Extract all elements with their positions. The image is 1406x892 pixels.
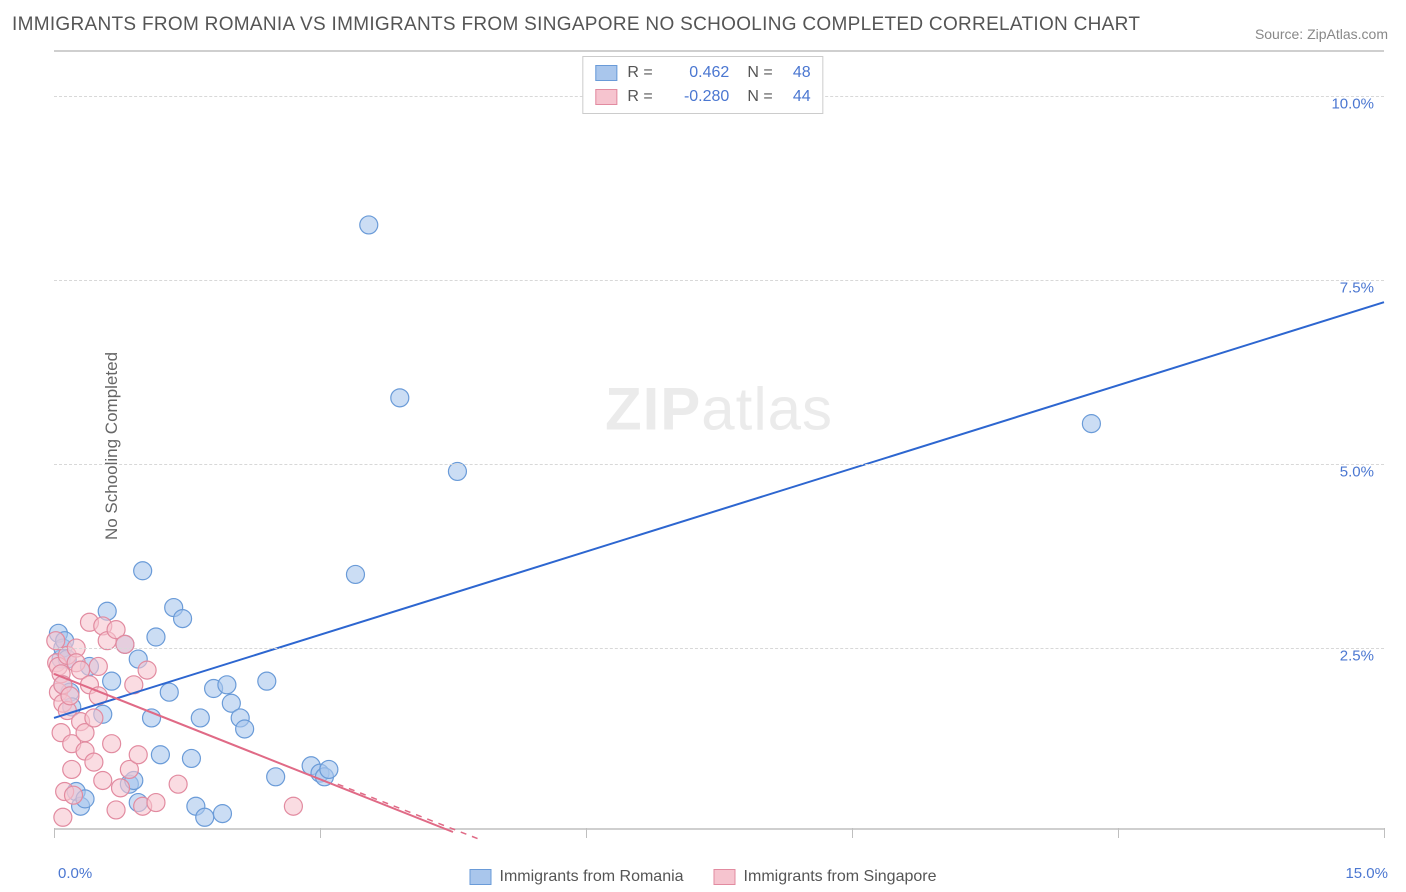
data-point <box>182 749 200 767</box>
data-point <box>94 771 112 789</box>
data-point <box>85 709 103 727</box>
data-point <box>448 462 466 480</box>
source-attribution: Source: ZipAtlas.com <box>1255 26 1388 42</box>
data-point <box>129 746 147 764</box>
legend-swatch <box>595 89 617 105</box>
grid-line <box>54 464 1384 465</box>
data-point <box>284 797 302 815</box>
data-point <box>160 683 178 701</box>
data-point <box>107 801 125 819</box>
data-point <box>89 657 107 675</box>
grid-line <box>54 648 1384 649</box>
data-point <box>236 720 254 738</box>
n-label: N = <box>747 88 772 106</box>
x-tick <box>1384 828 1385 838</box>
plot-area: ZIPatlas 2.5%5.0%7.5%10.0% <box>54 50 1384 830</box>
r-value: 0.462 <box>667 64 729 82</box>
r-label: R = <box>627 64 657 82</box>
data-point <box>191 709 209 727</box>
data-point <box>112 779 130 797</box>
data-point <box>174 610 192 628</box>
x-tick <box>1118 828 1119 838</box>
y-tick-label: 5.0% <box>1340 464 1374 481</box>
data-point <box>85 753 103 771</box>
legend-label: Immigrants from Singapore <box>744 868 937 886</box>
x-tick <box>586 828 587 838</box>
legend-swatch <box>714 869 736 885</box>
correlation-row: R = -0.280 N = 44 <box>595 85 810 109</box>
trend-line-extension <box>338 784 480 839</box>
correlation-legend: R = 0.462 N = 48 R = -0.280 N = 44 <box>582 56 823 114</box>
data-point <box>258 672 276 690</box>
n-value: 48 <box>783 64 811 82</box>
data-point <box>320 760 338 778</box>
x-max-label: 15.0% <box>1345 865 1388 882</box>
data-point <box>169 775 187 793</box>
series-legend: Immigrants from Romania Immigrants from S… <box>469 868 936 886</box>
data-point <box>116 635 134 653</box>
grid-line <box>54 280 1384 281</box>
r-value: -0.280 <box>667 88 729 106</box>
y-tick-label: 2.5% <box>1340 648 1374 665</box>
data-point <box>138 661 156 679</box>
x-min-label: 0.0% <box>58 865 92 882</box>
scatter-svg <box>54 52 1384 828</box>
data-point <box>346 565 364 583</box>
legend-swatch <box>595 65 617 81</box>
data-point <box>103 735 121 753</box>
correlation-row: R = 0.462 N = 48 <box>595 61 810 85</box>
x-tick <box>54 828 55 838</box>
data-point <box>147 794 165 812</box>
data-point <box>360 216 378 234</box>
x-tick <box>852 828 853 838</box>
source-name: ZipAtlas.com <box>1307 26 1388 42</box>
y-tick-label: 7.5% <box>1340 280 1374 297</box>
data-point <box>218 676 236 694</box>
legend-item: Immigrants from Romania <box>469 868 683 886</box>
r-label: R = <box>627 88 657 106</box>
data-point <box>63 760 81 778</box>
data-point <box>65 786 83 804</box>
data-point <box>1082 415 1100 433</box>
n-label: N = <box>747 64 772 82</box>
trend-line <box>54 302 1384 718</box>
data-point <box>213 805 231 823</box>
data-point <box>47 632 65 650</box>
x-tick <box>320 828 321 838</box>
data-point <box>103 672 121 690</box>
source-label: Source: <box>1255 26 1303 42</box>
legend-item: Immigrants from Singapore <box>714 868 937 886</box>
legend-label: Immigrants from Romania <box>499 868 683 886</box>
data-point <box>267 768 285 786</box>
data-point <box>61 687 79 705</box>
data-point <box>391 389 409 407</box>
data-point <box>134 562 152 580</box>
data-point <box>196 808 214 826</box>
n-value: 44 <box>783 88 811 106</box>
y-tick-label: 10.0% <box>1331 96 1374 113</box>
legend-swatch <box>469 869 491 885</box>
data-point <box>54 808 72 826</box>
data-point <box>151 746 169 764</box>
data-point <box>147 628 165 646</box>
chart-title: IMMIGRANTS FROM ROMANIA VS IMMIGRANTS FR… <box>12 14 1140 36</box>
